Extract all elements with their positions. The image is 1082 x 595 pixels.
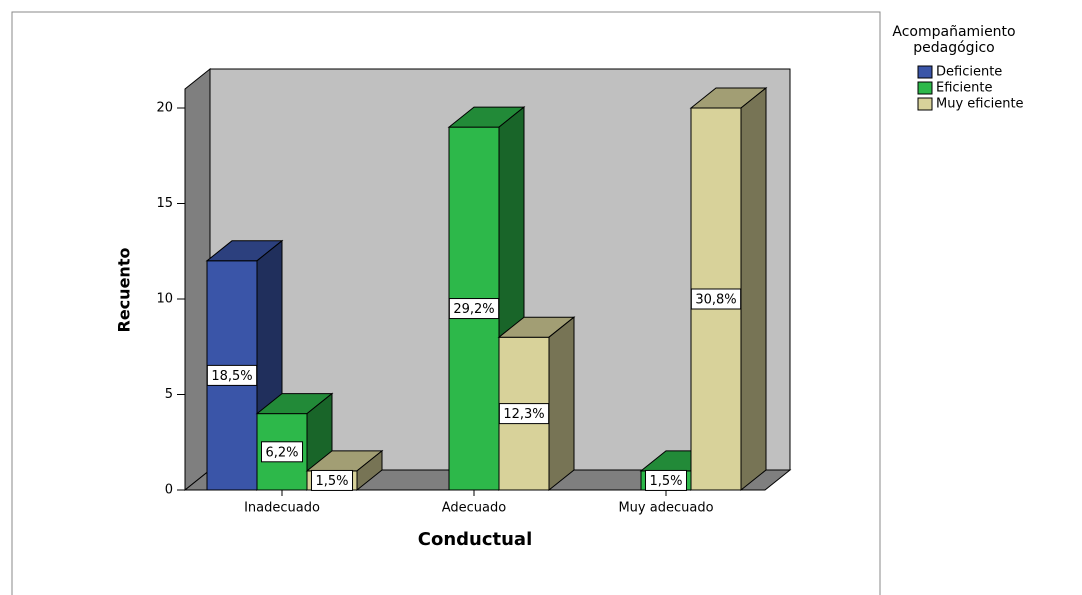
value-label: 6,2% xyxy=(265,445,298,460)
legend-swatch xyxy=(917,97,933,111)
legend-title: Acompañamiento pedagógico xyxy=(892,24,1016,56)
value-label: 1,5% xyxy=(649,474,682,489)
legend-swatch xyxy=(917,65,933,79)
value-label: 18,5% xyxy=(211,369,252,384)
bar-side xyxy=(548,316,575,492)
legend-label: Eficiente xyxy=(936,81,993,96)
value-label-box xyxy=(310,469,354,491)
y-tick-label: 10 xyxy=(156,292,173,307)
left-wall xyxy=(184,67,211,492)
value-label-box xyxy=(498,403,550,425)
legend-swatch xyxy=(917,81,933,95)
y-tick-label: 5 xyxy=(165,387,173,402)
value-label: 29,2% xyxy=(453,302,494,317)
value-label-box xyxy=(644,469,688,491)
y-tick-label: 0 xyxy=(165,483,173,498)
x-tick-label: Muy adecuado xyxy=(618,501,713,516)
value-label-box xyxy=(448,298,500,320)
x-tick-label: Adecuado xyxy=(442,501,507,516)
legend-label: Muy eficiente xyxy=(936,97,1024,112)
value-label: 1,5% xyxy=(315,474,348,489)
bar-side xyxy=(356,449,383,492)
x-tick-label: Inadecuado xyxy=(244,501,320,516)
y-tick-label: 20 xyxy=(156,101,173,116)
value-label: 12,3% xyxy=(503,407,544,422)
bar-side xyxy=(740,86,767,492)
x-axis-label: Conductual xyxy=(418,529,533,550)
value-label-box xyxy=(690,288,742,310)
value-label-box xyxy=(206,364,258,386)
value-label: 30,8% xyxy=(695,293,736,308)
legend-label: Deficiente xyxy=(936,65,1002,80)
value-label-box xyxy=(260,441,304,463)
y-axis-label: Recuento xyxy=(115,248,134,333)
y-tick-label: 15 xyxy=(156,196,173,211)
